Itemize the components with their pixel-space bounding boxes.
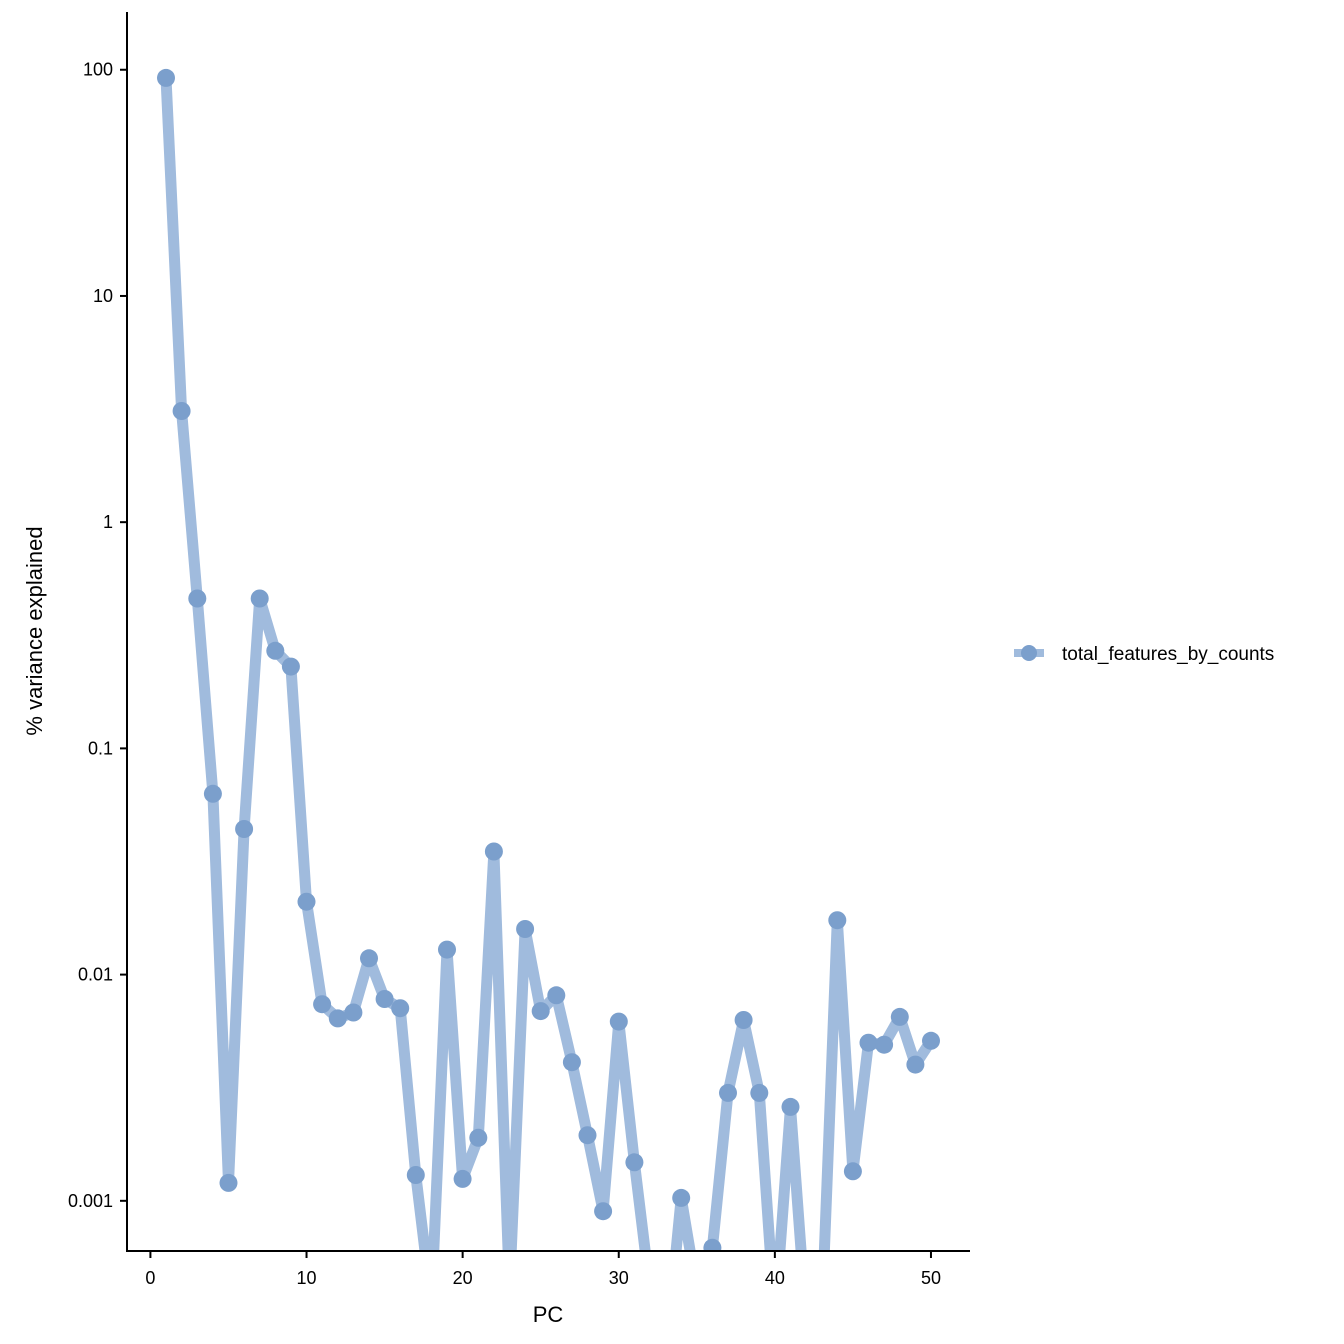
data-point (250, 589, 269, 608)
data-point (344, 1003, 363, 1022)
data-point (531, 1002, 550, 1021)
plot-area (157, 68, 940, 1328)
data-point (453, 1169, 472, 1188)
data-point (281, 657, 300, 676)
legend-key-point (1021, 645, 1037, 661)
data-point (219, 1173, 238, 1192)
data-point (547, 986, 566, 1005)
data-point (688, 1282, 706, 1300)
series-layer (157, 68, 940, 1328)
data-point (672, 1188, 691, 1207)
x-tick-label: 50 (921, 1268, 941, 1288)
data-point (313, 995, 332, 1014)
data-point (641, 1282, 659, 1300)
data-point (906, 1055, 925, 1074)
data-point (375, 990, 394, 1008)
data-point (594, 1202, 613, 1221)
data-point (750, 1083, 769, 1102)
data-point (516, 920, 535, 938)
x-tick-label: 30 (609, 1268, 629, 1288)
data-point (157, 68, 175, 87)
data-point (719, 1083, 737, 1102)
data-point (391, 999, 410, 1018)
data-point (828, 911, 847, 930)
data-point (422, 1295, 440, 1313)
data-point (843, 1162, 862, 1181)
data-point (703, 1238, 722, 1250)
data-point (469, 1128, 488, 1147)
data-point (625, 1153, 644, 1172)
data-point (609, 1012, 628, 1031)
data-point (484, 842, 503, 861)
y-tick-label: 100 (83, 60, 113, 80)
data-point (922, 1031, 940, 1050)
data-point (781, 1097, 800, 1116)
data-point (406, 1166, 425, 1184)
data-point (172, 402, 191, 420)
data-point (203, 784, 222, 803)
data-point (766, 1310, 784, 1328)
y-tick-label: 0.01 (78, 965, 113, 985)
data-point (859, 1033, 878, 1052)
y-ticks: 0.001 0.01 0.1 1 10 100 (68, 60, 127, 1211)
data-point (188, 589, 207, 608)
data-point (266, 641, 285, 660)
x-tick-label: 10 (297, 1268, 317, 1288)
data-point (734, 1011, 753, 1029)
data-point (360, 949, 378, 968)
data-point (890, 1007, 909, 1026)
data-point (813, 1310, 831, 1328)
data-point (297, 892, 316, 911)
legend: total_features_by_counts (1014, 644, 1274, 665)
legend-label: total_features_by_counts (1062, 644, 1274, 665)
y-tick-label: 10 (93, 286, 113, 306)
y-tick-label: 0.1 (88, 738, 113, 758)
x-tick-label: 20 (453, 1268, 473, 1288)
data-point (438, 940, 456, 959)
data-point (562, 1053, 581, 1072)
data-point (501, 1282, 519, 1300)
x-ticks: 0 10 20 30 40 50 (145, 1251, 941, 1288)
axes: 0 10 20 30 40 50 0.001 0.01 0.1 1 10 100 PC % vari… (22, 12, 970, 1327)
y-axis-title: % variance explained (22, 526, 47, 735)
data-point (875, 1035, 894, 1054)
x-tick-label: 0 (145, 1268, 155, 1288)
x-tick-label: 40 (765, 1268, 785, 1288)
y-tick-label: 0.001 (68, 1191, 113, 1211)
x-axis-title: PC (533, 1302, 564, 1327)
data-point (235, 820, 254, 838)
data-point (797, 1310, 815, 1328)
data-point (578, 1126, 597, 1145)
data-point (328, 1009, 347, 1028)
series-line (160, 77, 936, 1250)
y-tick-label: 1 (103, 512, 113, 532)
